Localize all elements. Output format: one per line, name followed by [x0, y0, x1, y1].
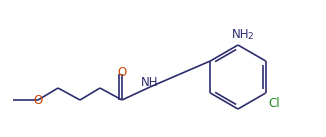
Text: NH: NH [232, 28, 249, 41]
Text: NH: NH [141, 76, 159, 89]
Text: O: O [117, 66, 126, 79]
Text: Cl: Cl [268, 96, 279, 109]
Text: O: O [33, 93, 43, 106]
Text: 2: 2 [247, 32, 253, 41]
